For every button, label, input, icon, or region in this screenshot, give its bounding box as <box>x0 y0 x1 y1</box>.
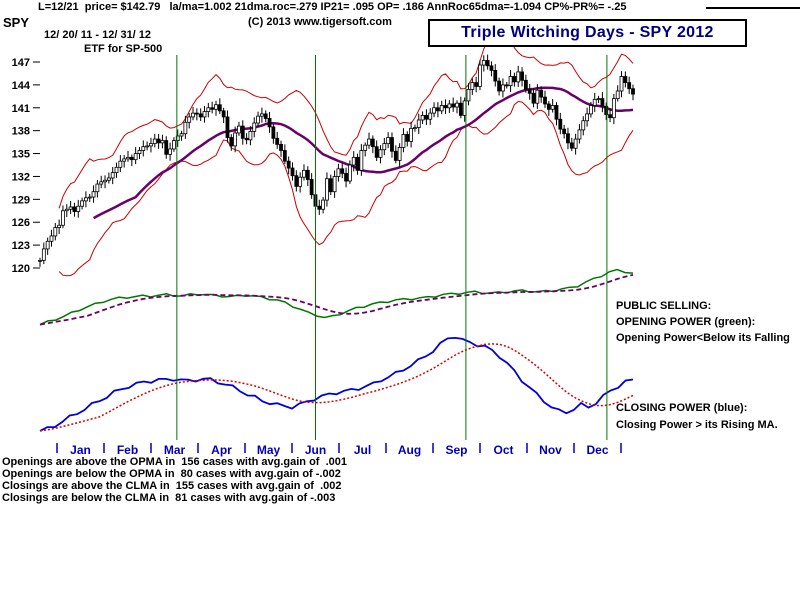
svg-text:Feb: Feb <box>117 443 138 457</box>
svg-text:Nov: Nov <box>539 443 562 457</box>
svg-text:May: May <box>257 443 281 457</box>
header-rule <box>706 7 800 9</box>
svg-text:Apr: Apr <box>211 443 232 457</box>
opening-power-desc: Opening Power<Below its Falling <box>616 332 790 344</box>
svg-text:132: 132 <box>12 171 30 183</box>
svg-text:Jan: Jan <box>70 443 91 457</box>
header-stats-line: L=12/21 price= $142.79 la/ma=1.002 21dma… <box>38 1 627 13</box>
svg-text:135: 135 <box>12 149 30 161</box>
svg-text:129: 129 <box>12 194 30 206</box>
svg-text:Mar: Mar <box>164 443 186 457</box>
svg-text:147: 147 <box>12 57 30 69</box>
chart-title: Triple Witching Days - SPY 2012 <box>461 24 714 41</box>
svg-text:Jul: Jul <box>354 443 371 457</box>
date-range-label: 12/ 20/ 11 - 12/ 31/ 12 <box>44 29 152 41</box>
symbol-label: SPY <box>3 15 30 30</box>
stats-block: Openings are above the OPMA in 156 cases… <box>2 456 347 504</box>
svg-text:Oct: Oct <box>493 443 513 457</box>
closing-power-label: CLOSING POWER (blue): <box>616 402 748 414</box>
svg-text:144: 144 <box>12 80 31 92</box>
copyright-label: (C) 2013 www.tigersoft.com <box>248 16 392 28</box>
svg-text:Jun: Jun <box>305 443 326 457</box>
svg-text:Aug: Aug <box>398 443 421 457</box>
opening-power-label: OPENING POWER (green): <box>616 316 756 328</box>
svg-text:123: 123 <box>12 240 30 252</box>
closing-power-desc: Closing Power > its Rising MA. <box>616 419 778 431</box>
public-selling-label: PUBLIC SELLING: <box>616 300 712 312</box>
svg-text:141: 141 <box>12 103 30 115</box>
stats-line: Openings are above the OPMA in 156 cases… <box>2 456 347 468</box>
svg-text:138: 138 <box>12 126 30 138</box>
svg-text:Dec: Dec <box>586 443 608 457</box>
etf-label: ETF for SP-500 <box>84 43 163 55</box>
svg-text:Sep: Sep <box>445 443 467 457</box>
stats-line: Closings are below the CLMA in 81 cases … <box>2 492 336 504</box>
svg-text:120: 120 <box>12 263 30 275</box>
chart-title-box: Triple Witching Days - SPY 2012 <box>428 19 747 47</box>
stats-line: Closings are above the CLMA in 155 cases… <box>2 480 342 492</box>
stats-line: Openings are below the OPMA in 80 cases … <box>2 468 341 480</box>
svg-text:126: 126 <box>12 217 30 229</box>
